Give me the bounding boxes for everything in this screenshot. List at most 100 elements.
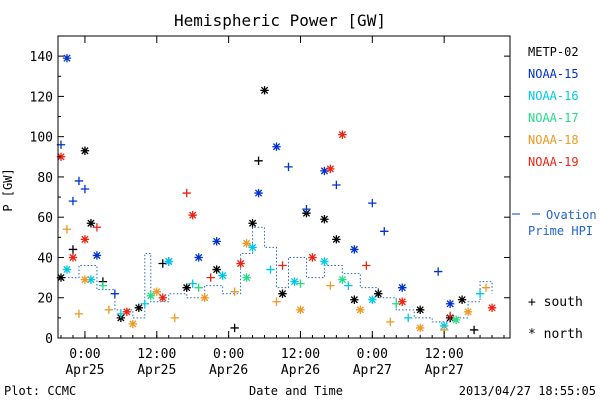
- data-point-north: [290, 277, 299, 286]
- data-point-north: [62, 53, 72, 63]
- data-point-north: [248, 243, 257, 252]
- data-point-south: [62, 225, 72, 234]
- data-point-south: [284, 162, 293, 172]
- data-point-south: [104, 305, 114, 315]
- y-tick-label: 0: [45, 332, 53, 347]
- x-tick-time: 12:00: [281, 347, 320, 362]
- data-point-north: [332, 235, 341, 244]
- data-point-south: [266, 265, 275, 274]
- y-axis-label: P [GW]: [1, 168, 15, 211]
- plot-area: [56, 53, 497, 335]
- data-point-south: [254, 156, 263, 166]
- y-tick-label: 100: [30, 131, 53, 146]
- data-point-south: [481, 283, 491, 292]
- data-point-south: [182, 188, 191, 198]
- data-point-north: [242, 273, 251, 282]
- x-tick-date: Apr25: [65, 363, 104, 378]
- data-point-north: [146, 291, 155, 300]
- y-tick-label: 40: [37, 251, 53, 266]
- data-point-north: [248, 219, 257, 228]
- series-noaa-17: [98, 273, 461, 325]
- data-point-south: [278, 261, 287, 270]
- data-point-north: [278, 289, 287, 298]
- data-point-south: [445, 311, 455, 321]
- data-point-north: [398, 297, 407, 306]
- legend: METP-02 NOAA-15 NOAA-16 NOAA-17 NOAA-18 NOAA-…: [512, 45, 597, 342]
- data-point-south: [74, 176, 84, 186]
- data-point-north: [320, 215, 329, 224]
- axes: 0204060801001201400:00Apr2512:00Apr250:0…: [30, 35, 511, 378]
- data-point-north: [445, 299, 455, 308]
- data-point-north: [200, 293, 209, 302]
- data-point-north: [374, 289, 383, 298]
- data-point-north: [218, 271, 227, 280]
- y-tick-label: 20: [37, 292, 53, 307]
- data-point-north: [182, 283, 191, 292]
- legend-item-metp-02: METP-02: [528, 45, 579, 59]
- data-point-north: [152, 287, 161, 296]
- legend-ovation-label-line1: Ovation: [546, 208, 597, 222]
- data-point-north: [350, 295, 359, 304]
- series-noaa-19: [56, 130, 497, 321]
- data-point-north: [122, 307, 132, 317]
- data-point-south: [296, 279, 305, 288]
- data-point-south: [170, 313, 179, 323]
- data-point-south: [74, 309, 84, 319]
- x-tick-date: Apr27: [353, 363, 392, 378]
- data-point-north: [242, 239, 251, 248]
- data-point-north: [68, 253, 78, 262]
- data-point-north: [164, 257, 173, 266]
- data-point-north: [320, 257, 329, 266]
- data-point-north: [338, 275, 347, 284]
- legend-item-noaa-15: NOAA-15: [528, 67, 579, 81]
- data-point-south: [433, 267, 443, 276]
- data-point-south: [188, 279, 197, 288]
- data-point-south: [98, 281, 108, 290]
- legend-ovation-label-line2: Prime HPI: [528, 224, 593, 238]
- data-point-north: [463, 307, 473, 317]
- data-point-south: [140, 299, 150, 308]
- data-point-south: [368, 198, 377, 208]
- series-noaa-16: [62, 243, 485, 331]
- data-point-north: [326, 164, 335, 174]
- data-point-north: [86, 219, 96, 228]
- data-point-north: [296, 305, 305, 315]
- data-point-south: [194, 283, 203, 292]
- legend-item-noaa-16: NOAA-16: [528, 89, 579, 103]
- data-point-south: [475, 289, 485, 298]
- data-point-north: [308, 253, 317, 262]
- data-point-north: [260, 86, 269, 95]
- ovation-hpi-line: [60, 226, 493, 323]
- legend-item-noaa-19: NOAA-19: [528, 155, 579, 169]
- x-tick-time: 0:00: [213, 347, 244, 362]
- data-point-north: [254, 188, 263, 198]
- data-point-south: [404, 313, 413, 323]
- data-point-south: [110, 289, 120, 298]
- plot-credit: Plot: CCMC: [4, 384, 76, 398]
- legend-marker-south: + south: [528, 295, 583, 310]
- x-tick-date: Apr25: [137, 363, 176, 378]
- data-point-north: [62, 265, 72, 274]
- data-point-north: [415, 323, 425, 333]
- timestamp: 2013/04/27 18:55:05: [459, 384, 596, 398]
- data-point-north: [236, 259, 245, 268]
- data-point-north: [487, 303, 497, 312]
- y-tick-label: 120: [30, 90, 53, 105]
- legend-item-noaa-18: NOAA-18: [528, 133, 579, 147]
- data-point-north: [86, 275, 96, 284]
- data-point-south: [380, 227, 389, 236]
- data-point-north: [368, 295, 377, 304]
- data-point-north: [338, 130, 347, 139]
- data-point-north: [272, 142, 281, 151]
- data-point-south: [230, 287, 239, 296]
- data-point-south: [326, 281, 335, 290]
- chart-title: Hemispheric Power [GW]: [174, 11, 386, 30]
- legend-marker-north: * north: [528, 327, 583, 342]
- x-tick-time: 0:00: [69, 347, 100, 362]
- data-point-north: [212, 237, 221, 246]
- x-tick-date: Apr26: [209, 363, 248, 378]
- data-point-north: [398, 283, 407, 292]
- data-point-north: [80, 275, 90, 284]
- data-point-south: [362, 261, 371, 270]
- data-point-south: [392, 299, 401, 308]
